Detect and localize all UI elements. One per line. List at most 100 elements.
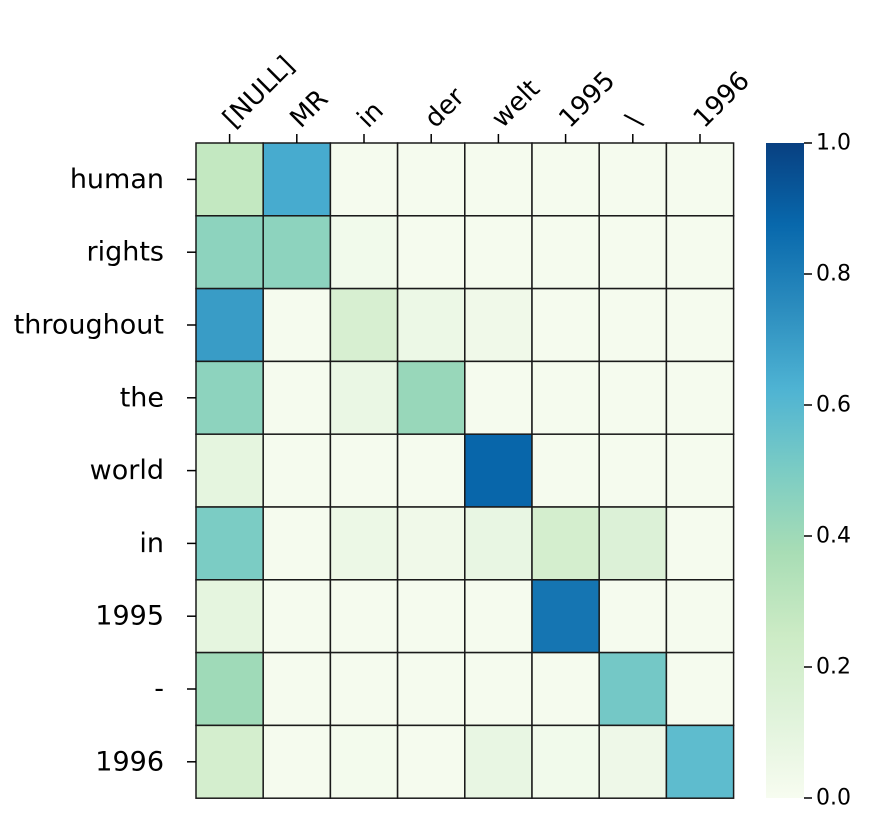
heatmap-cell [464,579,533,654]
heatmap-cell [262,360,332,435]
heatmap-cell [598,506,668,581]
heatmap-cell [531,579,600,654]
heatmap-cell [396,433,466,508]
heatmap-cell [598,360,668,435]
heatmap-cell [665,215,735,290]
x-tick-label: MR [285,84,335,134]
heatmap-cell [665,724,735,799]
heatmap-cell [531,433,600,508]
heatmap-cell [598,215,668,290]
heatmap-cell [329,724,399,799]
heatmap-cell [195,215,264,290]
x-tick-label: 1995 [553,66,621,134]
heatmap-cell [665,360,735,435]
heatmap-cell [396,287,466,363]
heatmap-cell [396,506,466,581]
heatmap-cell [464,360,533,435]
heatmap-cell [531,215,600,290]
heatmap-cell [598,433,668,508]
heatmap-cell [262,142,332,217]
heatmap-cell [665,287,735,363]
heatmap-cell [598,142,668,217]
heatmap-cell [329,579,399,654]
heatmap-cell [195,724,264,799]
heatmap-cell [195,142,264,217]
heatmap-cell [464,142,533,217]
heatmap-cell [329,651,399,727]
heatmap-cell [531,651,600,727]
colorbar-tick-label: 0.0 [816,786,851,811]
heatmap-cell [195,287,264,363]
colorbar-tick-label: 0.8 [816,262,851,287]
heatmap-cell [262,506,332,581]
heatmap-cell [195,433,264,508]
colorbar-tick-label: 1.0 [816,131,851,156]
heatmap-cell [262,651,332,727]
colorbar-tick-label: 0.6 [816,393,851,418]
heatmap-cell [195,651,264,727]
y-tick-label: 1995 [95,601,164,632]
y-axis: human rights throughout the world in 1995 - 1996 [14,164,196,777]
heatmap-cell [665,506,735,581]
heatmap-cell [329,360,399,435]
heatmap-cell [329,142,399,217]
heatmap-cell [329,215,399,290]
heatmap-cell [329,287,399,363]
heatmap-cell [195,360,264,435]
heatmap-cell [464,433,533,508]
y-tick-label: rights [86,237,164,268]
colorbar-ticks: 0.0 0.2 0.4 0.6 0.8 1.0 [804,131,851,811]
x-tick-label: [NULL] [217,51,300,134]
x-axis: [NULL]MR in der welt 1995 \ 1996 [217,51,756,143]
colorbar-tick-label: 0.4 [816,524,851,549]
heatmap-cell [262,215,332,290]
heatmap-cells [195,142,735,799]
heatmap-cell [531,506,600,581]
heatmap-cell [262,433,332,508]
heatmap-cell [531,287,600,363]
heatmap-cell [329,433,399,508]
heatmap-cell [464,651,533,727]
x-tick-label: \ [621,106,649,134]
heatmap-cell [598,287,668,363]
heatmap-cell [396,142,466,217]
colorbar: 0.0 0.2 0.4 0.6 0.8 1.0 [766,131,851,811]
heatmap-cell [665,433,735,508]
heatmap-cell [665,579,735,654]
heatmap-cell [195,579,264,654]
heatmap-cell [665,651,735,727]
heatmap-cell [531,142,600,217]
heatmap-cell [665,142,735,217]
y-tick-label: world [90,455,164,486]
heatmap-cell [195,506,264,581]
x-tick-label: in [352,96,390,134]
x-tick-label: welt [486,74,546,134]
heatmap-cell [262,579,332,654]
heatmap-cell [396,360,466,435]
y-tick-label: throughout [14,310,164,341]
heatmap-cell [464,506,533,581]
heatmap-cell [396,579,466,654]
heatmap-cell [598,579,668,654]
heatmap-cell [262,724,332,799]
y-tick-label: the [120,382,164,413]
colorbar-gradient [766,143,804,798]
x-tick-label: der [419,82,471,134]
colorbar-tick-label: 0.2 [816,655,851,680]
y-tick-label: human [70,164,164,195]
heatmap-cell [329,506,399,581]
heatmap-cell [396,215,466,290]
heatmap-cell [464,215,533,290]
heatmap-cell [598,724,668,799]
y-tick-label: 1996 [95,746,164,777]
y-tick-label: in [139,528,164,559]
heatmap-cell [396,651,466,727]
heatmap-cell [531,360,600,435]
heatmap-cell [531,724,600,799]
y-tick-label: - [154,674,164,705]
heatmap-cell [464,287,533,363]
heatmap-cell [464,724,533,799]
heatmap-cell [598,651,668,727]
x-tick-label: 1996 [688,66,756,134]
